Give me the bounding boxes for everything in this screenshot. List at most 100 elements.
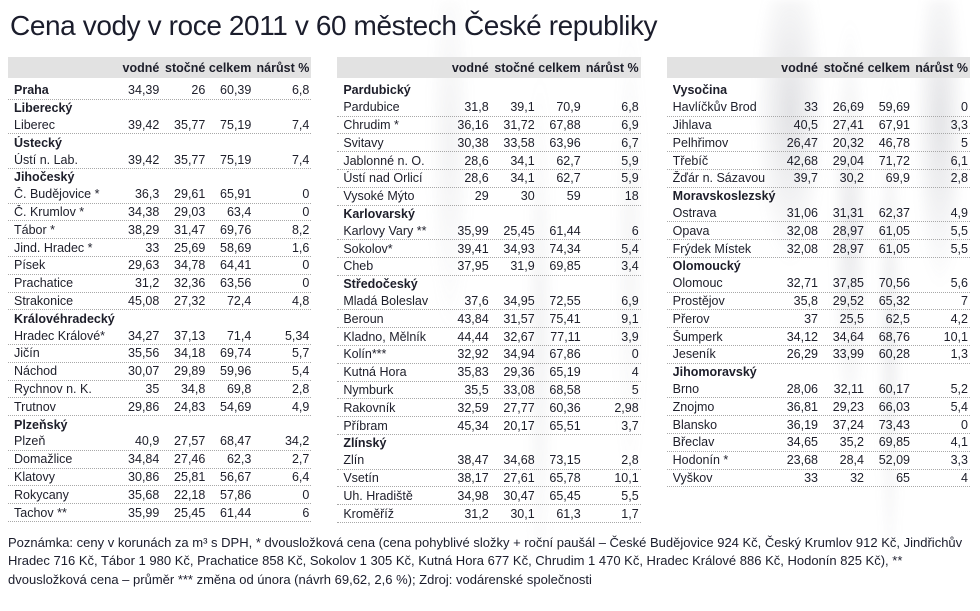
row-label: Vsetín [343, 470, 379, 485]
table-row: Rokycany 35,68 22,18 57,86 0 [8, 486, 312, 505]
table-row: Mladá Boleslav 37,6 34,95 72,55 6,9 [337, 293, 641, 311]
row-value: 36,3 [134, 187, 160, 202]
row-value: 5,7 [291, 346, 310, 361]
row-value: 34,84 [128, 452, 160, 467]
row-value: 30,47 [503, 488, 535, 503]
row-label: Písek [14, 258, 46, 273]
row-label: Žďár n. Sázavou [672, 171, 766, 186]
row-value: 69,85 [549, 259, 581, 274]
table-row: Sokolov* 39,41 34,93 74,34 5,4 [337, 240, 641, 258]
row-value: 2,7 [291, 452, 310, 467]
row-value: 38,29 [128, 222, 160, 237]
row-value: 4,2 [950, 311, 968, 326]
row-label: Karlovy Vary ** [343, 223, 427, 238]
region-header-row: Královéhradecký [8, 310, 311, 327]
row-value: 25,45 [174, 505, 206, 520]
row-value: 62,7 [556, 171, 581, 186]
row-value: 25,69 [174, 240, 206, 255]
row-label: Trutnov [14, 399, 56, 414]
row-value: 2,8 [621, 453, 639, 468]
row-value: 36,19 [786, 417, 818, 432]
table-row: Strakonice 45,08 27,32 72,4 4,8 [8, 293, 312, 311]
row-value: 36,16 [457, 117, 489, 132]
column-header-stocne: stočné [823, 60, 864, 75]
row-value: 30,86 [128, 469, 160, 484]
table-row: Jablonné n. O. 28,6 34,1 62,7 5,9 [337, 152, 641, 170]
region-header-row: Olomoucký [667, 258, 970, 275]
row-value: 34,95 [503, 293, 535, 308]
row-value: 45,34 [457, 418, 489, 433]
row-value: 35,77 [174, 152, 206, 167]
table-row: Klatovy 30,86 25,81 56,67 6,4 [8, 469, 312, 487]
row-value: 28,4 [839, 453, 864, 468]
row-label: Náchod [14, 364, 58, 379]
row-label: Pardubice [343, 100, 400, 115]
table-row: Domažlice 34,84 27,46 62,3 2,7 [8, 451, 312, 469]
row-value: 37,85 [832, 276, 864, 291]
row-label: Sokolov* [343, 241, 393, 256]
row-value: 10,1 [614, 470, 639, 485]
table-row: Blansko 36,19 37,24 73,43 0 [666, 416, 970, 434]
row-value: 0 [302, 487, 310, 502]
row-value: 26,29 [786, 347, 818, 362]
table-row: Břeclav 34,65 35,2 69,85 4,1 [666, 434, 970, 452]
table-body: Praha 34,39 26 60,39 6,8 Liberecký Liberec 39,4… [8, 82, 312, 522]
row-value: 32,67 [503, 329, 535, 344]
row-label: Jeseník [672, 347, 716, 362]
table-row: Hradec Králové* 34,27 37,13 71,4 5,34 [8, 327, 312, 345]
row-value: 77,11 [550, 329, 581, 344]
row-label: Královéhradecký [14, 311, 115, 326]
row-label: Pelhřimov [672, 135, 729, 150]
table-row: Písek 29,63 34,78 64,41 0 [8, 257, 312, 275]
table-row: Nymburk 35,5 33,08 68,58 5 [337, 382, 641, 400]
row-value: 32,59 [457, 400, 489, 415]
row-label: Třebíč [672, 153, 709, 168]
row-value: 0 [631, 347, 639, 362]
table-row: Pelhřimov 26,47 20,32 46,78 5 [666, 134, 970, 153]
row-value: 28,97 [832, 241, 864, 256]
row-value: 39,42 [128, 117, 160, 132]
price-table-column-2: vodné stočné celkem nárůst % Pardubický P… [337, 57, 641, 523]
row-value: 31,31 [832, 205, 864, 220]
row-value: 59,96 [220, 364, 252, 379]
row-value: 35,5 [464, 382, 489, 397]
background-watermark-image [330, 0, 980, 560]
table-row: Třebíč 42,68 29,04 71,72 6,1 [666, 152, 970, 170]
row-value: 60,17 [878, 381, 910, 396]
row-value: 29,61 [174, 187, 206, 202]
row-label: Rychnov n. K. [14, 381, 92, 396]
row-value: 1,6 [291, 240, 310, 255]
row-value: 28,06 [786, 381, 818, 396]
row-value: 57,86 [220, 487, 252, 502]
row-value: 61,44 [549, 223, 581, 238]
row-value: 60,36 [549, 400, 581, 415]
table-row: Zlín 38,47 34,68 73,15 2,8 [337, 452, 641, 470]
table-body: Pardubický Pardubice 31,8 39,1 70,9 6,8 Chrudi… [337, 82, 641, 523]
table-row: Olomouc 32,71 37,85 70,56 5,6 [666, 275, 970, 293]
row-value: 71,72 [878, 153, 910, 168]
table-row: Brno 28,06 32,11 60,17 5,2 [666, 381, 970, 399]
row-label: Kutná Hora [343, 365, 407, 380]
table-row: Ostrava 31,06 31,31 62,37 4,9 [666, 205, 970, 223]
row-value: 29,04 [832, 153, 864, 168]
column-header-narust: nárůst % [585, 60, 639, 75]
row-value: 65,78 [549, 470, 581, 485]
table-row: Žďár n. Sázavou 39,7 30,2 69,9 2,8 [666, 170, 970, 188]
row-label: Znojmo [672, 399, 715, 414]
row-value: 65 [896, 470, 910, 485]
row-value: 25,5 [839, 311, 864, 326]
row-value: 59,69 [878, 100, 910, 115]
row-value: 0 [302, 276, 310, 291]
row-value: 27,46 [174, 452, 206, 467]
row-value: 62,3 [226, 452, 252, 467]
table-row: Jind. Hradec * 33 25,69 58,69 1,6 [8, 239, 312, 257]
table-row: Jihlava 40,5 27,41 67,91 3,3 [666, 117, 970, 135]
row-value: 69,85 [878, 435, 910, 450]
row-value: 25,81 [174, 469, 206, 484]
page-title: Cena vody v roce 2011 v 60 městech České… [10, 10, 658, 41]
row-value: 4,8 [291, 293, 310, 308]
row-value: 23,68 [786, 453, 818, 468]
table-header: vodné stočné celkem nárůst % [666, 57, 970, 78]
row-value: 62,37 [878, 205, 910, 220]
row-value: 32,08 [786, 241, 818, 256]
